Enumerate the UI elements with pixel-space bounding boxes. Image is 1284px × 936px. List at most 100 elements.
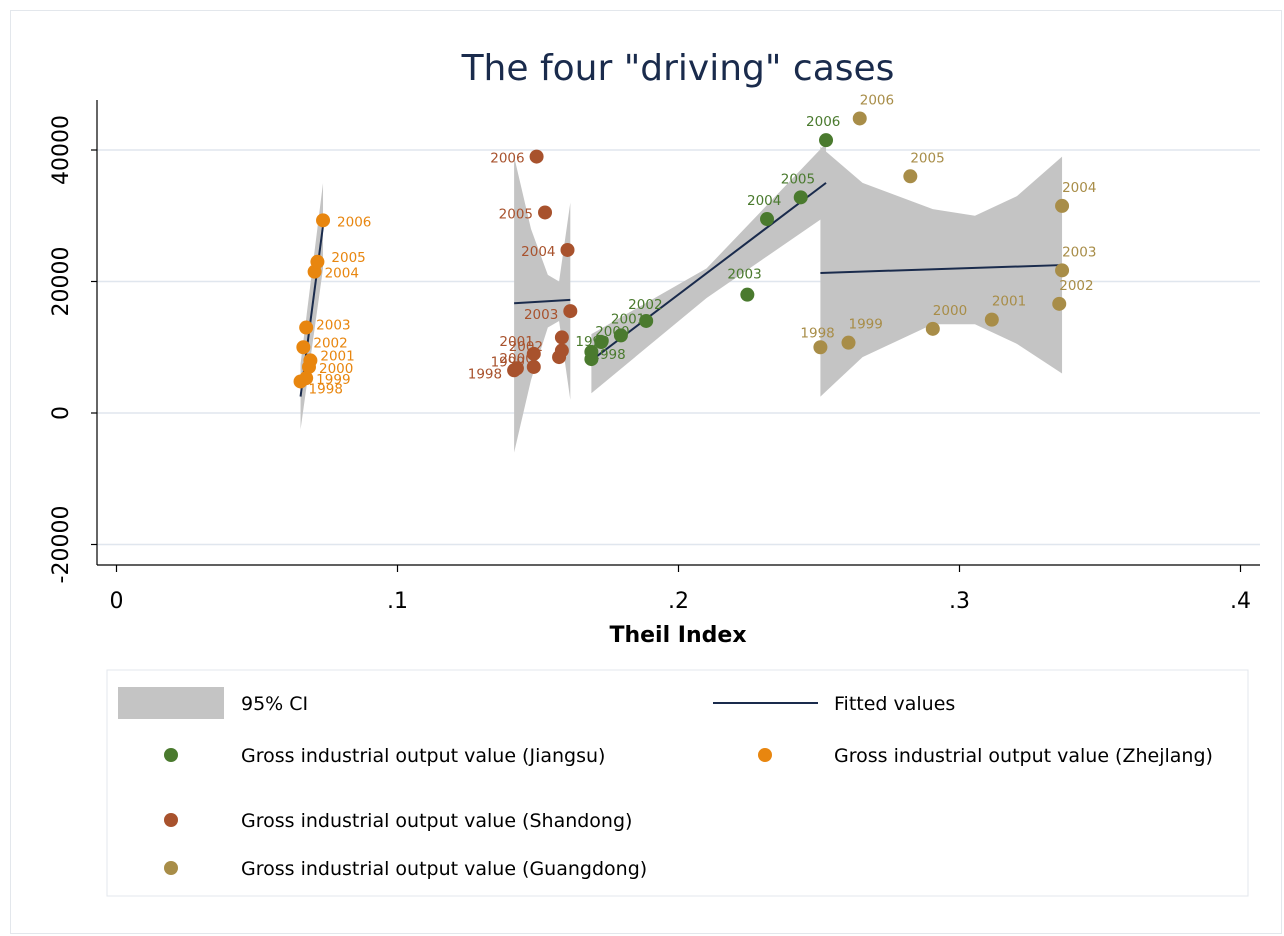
point-label-guangdong: 2004 — [1062, 180, 1096, 196]
y-tick-label: -20000 — [49, 506, 74, 584]
point-label-zhejiang: 1999 — [316, 372, 350, 388]
point-shandong — [538, 205, 553, 220]
point-label-zhejiang: 2003 — [316, 318, 350, 334]
x-tick-label: .1 — [387, 589, 408, 614]
point-label-jiangsu: 2004 — [747, 193, 781, 209]
x-ticks: 0 .1 .2 .3 .4 — [110, 565, 1251, 614]
point-label-shandong: 2003 — [524, 307, 558, 323]
point-jiangsu — [793, 190, 808, 205]
point-shandong — [560, 242, 575, 257]
chart-frame — [10, 10, 1282, 934]
point-label-shandong: 2004 — [521, 244, 555, 260]
x-tick-label: .3 — [949, 589, 970, 614]
y-tick-label: 0 — [49, 406, 74, 420]
point-shandong — [554, 343, 569, 358]
point-label-zhejiang: 2002 — [313, 335, 347, 351]
point-zhejiang — [299, 371, 314, 386]
point-shandong — [529, 149, 544, 164]
point-guangdong — [903, 169, 918, 184]
legend-label-shandong: Gross industrial output value (Shandong) — [241, 810, 632, 832]
legend: 95% CI Fitted values Gross industrial outp… — [118, 687, 1213, 880]
point-shandong — [563, 304, 578, 319]
point-zhejiang — [303, 353, 318, 368]
ci-band-jiangsu — [591, 143, 827, 394]
point-label-shandong: 2002 — [509, 339, 543, 355]
legend-label-ci: 95% CI — [241, 693, 308, 715]
point-label-jiangsu: 1998 — [591, 347, 625, 363]
point-label-jiangsu: 2005 — [781, 171, 815, 187]
x-tick-label: .4 — [1230, 589, 1251, 614]
point-label-shandong: 1999 — [491, 354, 525, 370]
y-tick-label: 40000 — [49, 115, 74, 185]
point-zhejiang — [296, 340, 311, 355]
legend-label-jiangsu: Gross industrial output value (Jiangsu) — [241, 745, 605, 767]
point-zhejiang — [316, 213, 331, 228]
point-guangdong — [984, 312, 999, 327]
point-label-guangdong: 2002 — [1059, 278, 1093, 294]
legend-key-jiangsu — [164, 748, 178, 762]
fit-line-shandong — [514, 298, 571, 305]
ci-band-shandong — [514, 156, 571, 453]
point-guangdong — [925, 321, 940, 336]
legend-label-fit: Fitted values — [834, 693, 955, 715]
fit-line-jiangsu — [590, 182, 827, 362]
point-label-zhejiang: 2004 — [325, 266, 359, 282]
point-label-zhejiang: 1998 — [309, 381, 343, 397]
point-label-zhejiang: 2006 — [337, 214, 371, 230]
point-label-shandong: 2000 — [499, 351, 533, 367]
point-label-guangdong: 2006 — [860, 92, 894, 108]
y-ticks: -20000 0 20000 40000 — [49, 115, 97, 583]
fit-line-guangdong — [820, 264, 1063, 274]
point-jiangsu — [594, 334, 609, 349]
point-guangdong — [1055, 198, 1070, 213]
data-points: 1998199920002001200220032004200520061998… — [293, 92, 1096, 397]
y-tick-label: 20000 — [49, 247, 74, 317]
point-label-jiangsu: 2001 — [611, 311, 645, 327]
point-label-shandong: 1998 — [468, 366, 502, 382]
x-tick-label: 0 — [110, 589, 124, 614]
point-label-shandong: 2001 — [499, 334, 533, 350]
point-jiangsu — [740, 287, 755, 302]
point-label-guangdong: 2005 — [910, 150, 944, 166]
point-jiangsu — [584, 344, 599, 359]
point-jiangsu — [613, 328, 628, 343]
point-zhejiang — [310, 254, 325, 269]
gridlines — [97, 149, 1260, 546]
point-shandong — [509, 361, 524, 376]
point-label-guangdong: 2001 — [992, 294, 1026, 310]
point-guangdong — [852, 111, 867, 126]
point-label-zhejiang: 2000 — [319, 361, 353, 377]
legend-label-zhejiang: Gross industrial output value (Zhejlang) — [834, 745, 1213, 767]
legend-box — [106, 669, 1249, 897]
point-label-jiangsu: 2002 — [628, 297, 662, 313]
point-label-guangdong: 2003 — [1062, 244, 1096, 260]
point-label-guangdong: 1999 — [849, 317, 883, 333]
point-label-shandong: 2005 — [499, 206, 533, 222]
legend-key-shandong — [164, 813, 178, 827]
legend-label-guangdong: Gross industrial output value (Guangdong… — [241, 858, 647, 880]
legend-key-ci — [118, 687, 224, 719]
ci-band-guangdong — [820, 146, 1063, 397]
point-guangdong — [841, 335, 856, 350]
point-guangdong — [1052, 296, 1067, 311]
point-jiangsu — [760, 212, 775, 227]
point-label-guangdong: 2000 — [933, 303, 967, 319]
point-label-jiangsu: 2006 — [806, 114, 840, 130]
point-zhejiang — [299, 320, 314, 335]
legend-key-guangdong — [164, 861, 178, 875]
point-label-shandong: 2006 — [490, 151, 524, 167]
point-label-zhejiang: 2005 — [331, 250, 365, 266]
point-guangdong — [1055, 263, 1070, 278]
point-label-jiangsu: 2003 — [727, 267, 761, 283]
point-shandong — [554, 330, 569, 345]
legend-key-zhejiang — [758, 748, 772, 762]
point-label-zhejiang: 2001 — [320, 348, 354, 364]
x-axis-title: Theil Index — [609, 623, 746, 648]
point-shandong — [526, 359, 541, 374]
point-guangdong — [813, 340, 828, 355]
x-tick-label: .2 — [668, 589, 689, 614]
point-label-guangdong: 1998 — [800, 325, 834, 341]
point-jiangsu — [819, 133, 834, 148]
chart-title: The four "driving" cases — [461, 48, 895, 89]
